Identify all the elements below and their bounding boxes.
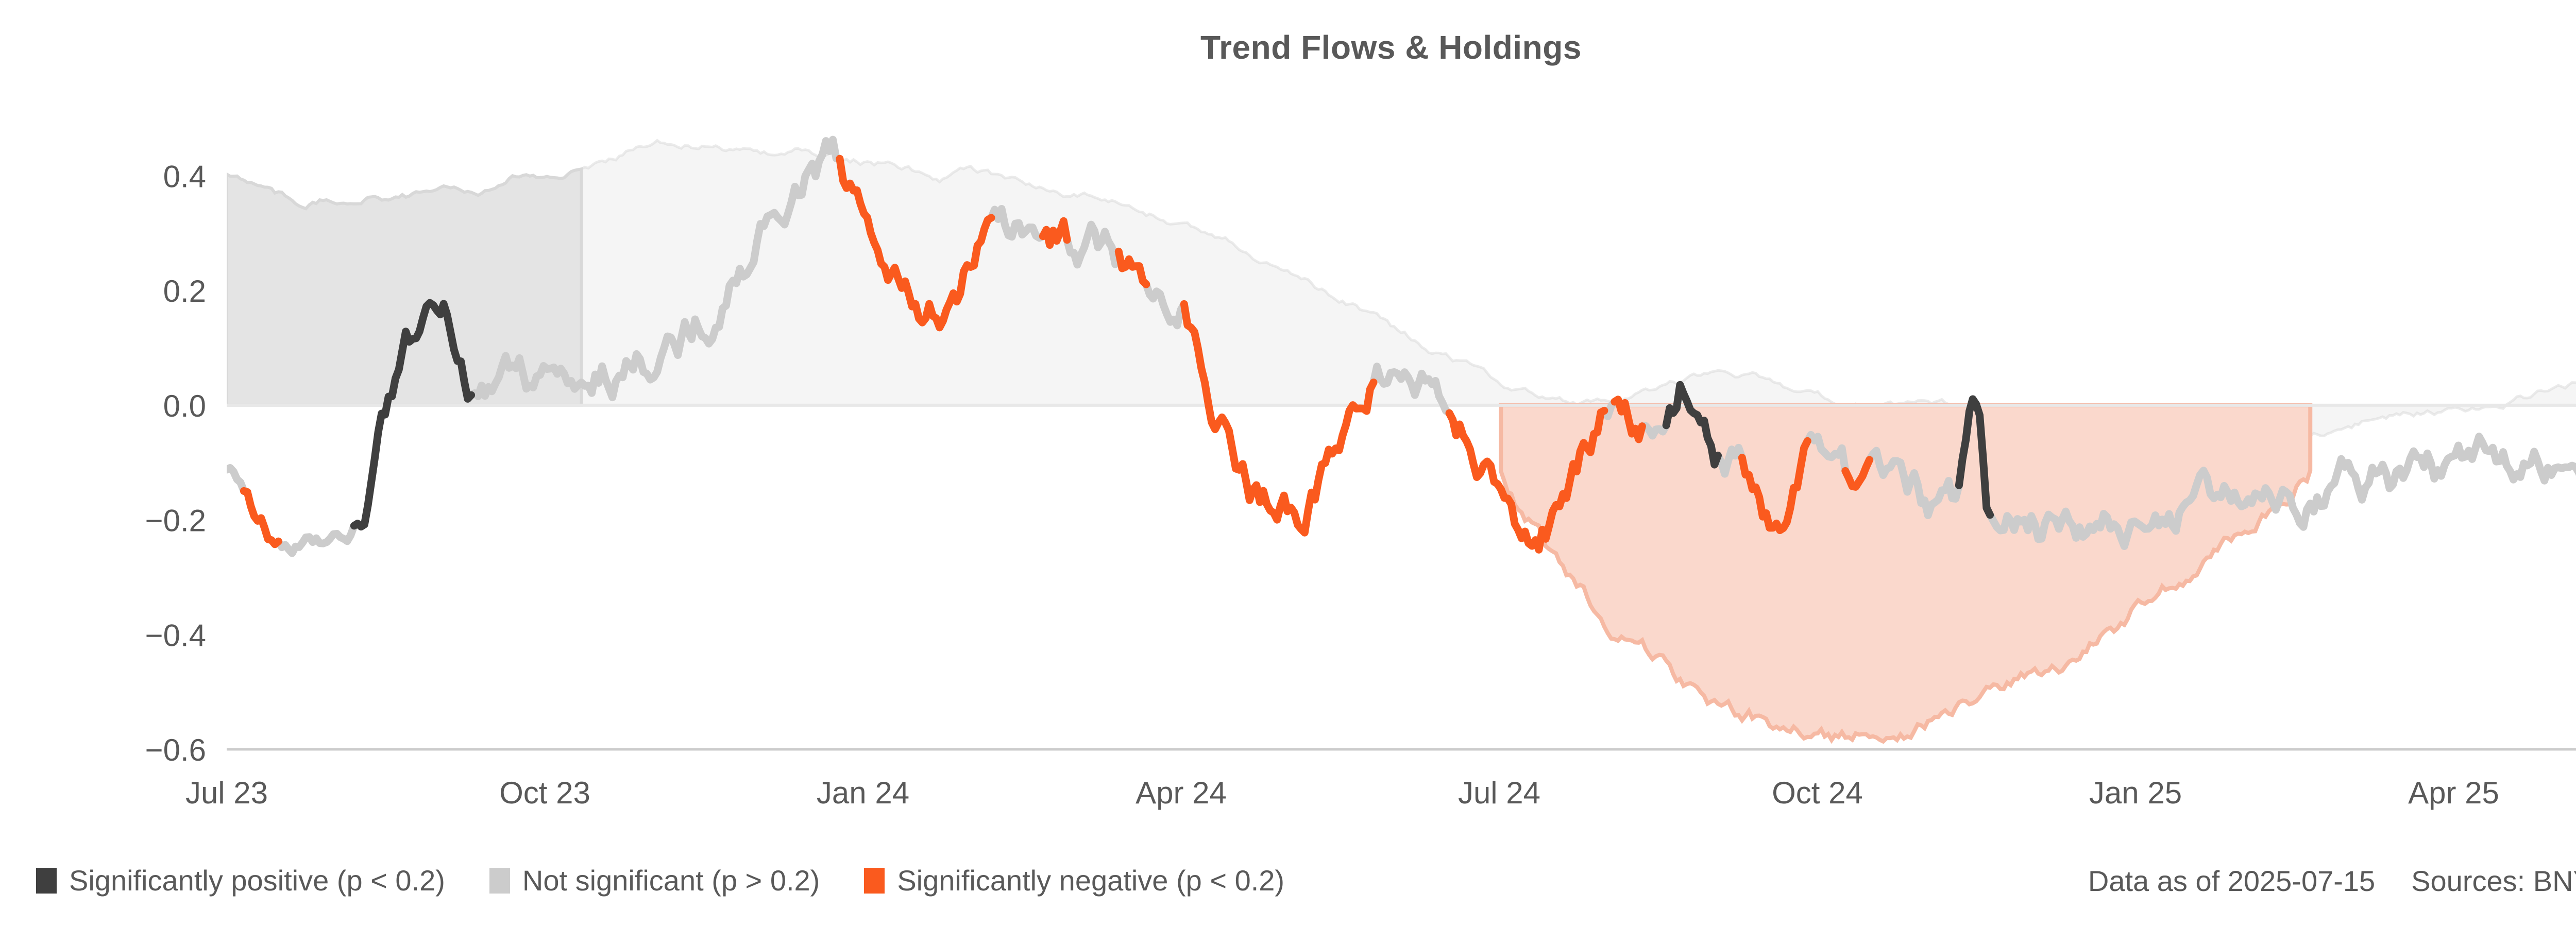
flow-segment-not-significant (1714, 443, 1746, 478)
legend-item-not-significant[interactable]: Not significant (p > 0.2) (489, 866, 820, 895)
x-tick-5: Oct 24 (1772, 776, 1863, 810)
y-tick-5: −0.6 (145, 733, 206, 767)
flow-segment-not-significant (1638, 421, 1670, 440)
page-title: Trend Flows & Holdings (1200, 29, 1582, 66)
flow-segment-significant-negative (1445, 406, 1608, 554)
flow-segment-significant-negative (240, 487, 282, 548)
y-tick-1: 0.2 (163, 274, 206, 308)
flow-segment-significant-positive (350, 299, 476, 531)
flow-segment-not-significant (1986, 433, 2576, 550)
legend-label-significantly-negative: Significantly negative (p < 0.2) (897, 864, 1285, 897)
chart-legend: Significantly positive (p < 0.2) Not sig… (0, 855, 2576, 906)
legend-swatch-significantly-positive (36, 868, 57, 894)
flow-segment-not-significant (1142, 280, 1188, 330)
y-tick-2: 0.0 (163, 389, 206, 423)
flow-segment-not-significant (227, 464, 248, 495)
x-tick-2: Jan 24 (817, 776, 909, 810)
x-tick-7: Apr 25 (2408, 776, 2499, 810)
y-tick-3: −0.2 (145, 504, 206, 538)
flow-segment-significant-negative (1114, 247, 1150, 288)
holdings-band-not-significant (227, 167, 583, 407)
legend-item-significantly-positive[interactable]: Significantly positive (p < 0.2) (36, 866, 445, 895)
flow-segment-not-significant (1866, 447, 1963, 520)
y-tick-4: −0.4 (145, 618, 206, 653)
legend-sources: Sources: BNY, WM/Refinitiv (2411, 864, 2576, 897)
flow-segment-significant-positive (1662, 381, 1722, 469)
flow-segment-not-significant (467, 135, 844, 402)
flow-segment-not-significant (987, 205, 1047, 242)
trend-flows-line-series (227, 135, 2576, 557)
flow-segment-not-significant (274, 522, 358, 557)
flow-segment-significant-negative (1039, 217, 1071, 249)
flow-segment-not-significant (1369, 363, 1453, 417)
legend-label-not-significant: Not significant (p > 0.2) (522, 864, 820, 897)
flow-segment-significant-negative (1738, 437, 1811, 535)
x-axis-tick-labels: Jul 23 Oct 23 Jan 24 Apr 24 Jul 24 Oct 24 Jan … (185, 776, 2499, 810)
x-tick-1: Oct 23 (499, 776, 590, 810)
flow-segment-not-significant (1063, 220, 1123, 269)
legend-label-significantly-positive: Significantly positive (p < 0.2) (69, 864, 445, 897)
flow-segment-significant-negative (1611, 396, 1646, 443)
legend-swatch-significantly-negative (864, 868, 885, 894)
flow-segment-significant-negative (836, 154, 995, 332)
flow-segment-not-significant (1803, 431, 1850, 475)
y-axis-tick-labels: 0.4 0.2 0.0 −0.2 −0.4 −0.6 (145, 159, 206, 767)
holdings-area-faint (227, 139, 2576, 461)
holdings-area-series (227, 139, 2576, 744)
flow-segment-significant-negative (1841, 456, 1874, 491)
x-tick-0: Jul 23 (185, 776, 268, 810)
y-tick-0: 0.4 (163, 159, 206, 194)
x-tick-3: Apr 24 (1136, 776, 1227, 810)
x-tick-6: Jan 25 (2089, 776, 2182, 810)
legend-swatch-not-significant (489, 868, 510, 894)
x-tick-4: Jul 24 (1458, 776, 1540, 810)
flow-segment-significant-positive (1955, 395, 1994, 519)
legend-item-significantly-negative[interactable]: Significantly negative (p < 0.2) (864, 866, 1284, 895)
flow-segment-significant-negative (1180, 300, 1378, 537)
holdings-band-significantly-negative (1499, 403, 2313, 744)
legend-data-as-of: Data as of 2025-07-15 (2088, 864, 2376, 897)
